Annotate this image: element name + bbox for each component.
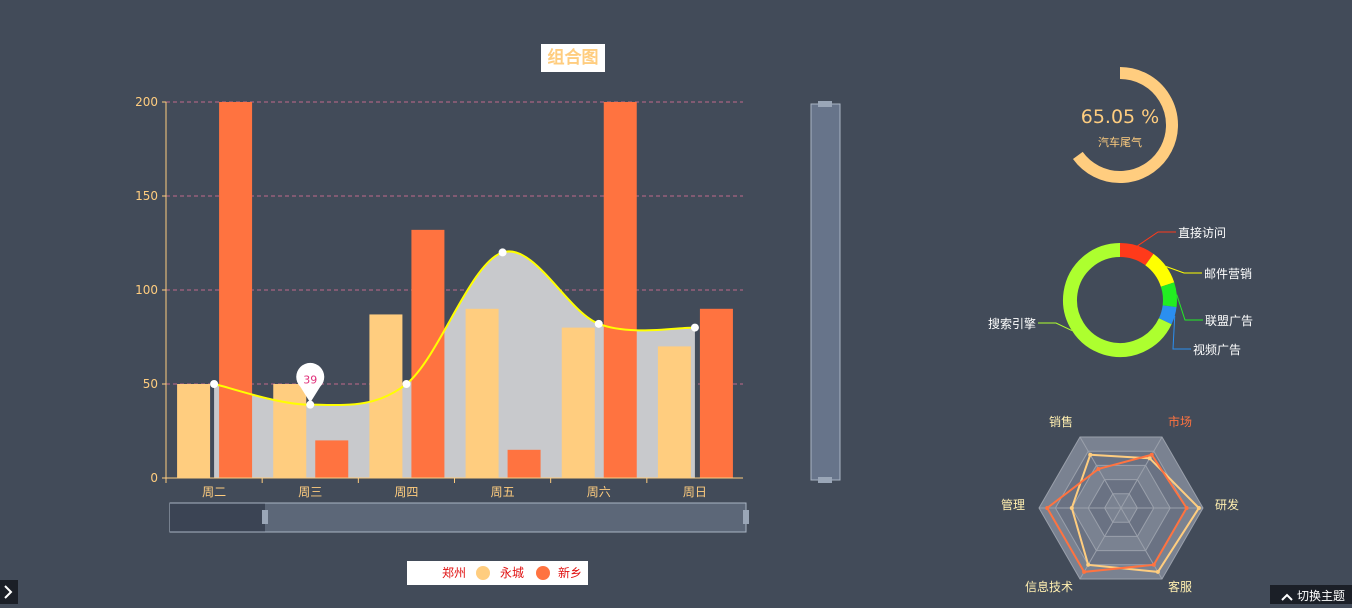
radar-point [1151, 562, 1156, 567]
radar-point [1096, 466, 1101, 471]
radar-axis [1079, 507, 1122, 580]
x-zoom-handle-left[interactable] [262, 510, 268, 524]
donut-label: 联盟广告 [1205, 314, 1253, 328]
line-point [210, 380, 219, 388]
donut-leader [1137, 231, 1176, 247]
gauge-arc [1072, 67, 1178, 183]
radar-point [1069, 506, 1074, 510]
legend-dot-yongcheng[interactable] [476, 566, 490, 580]
donut-slice [1160, 282, 1177, 308]
bar-xinxiang [315, 440, 349, 478]
line-point [690, 323, 699, 332]
radar-point [1184, 506, 1189, 510]
radar-point [1088, 452, 1093, 457]
y-tick-label: 50 [143, 377, 158, 391]
legend-item-zhengzhou[interactable]: 郑州 [442, 566, 467, 580]
chart-title: 组合图 [541, 44, 605, 72]
y-tick-label: 200 [135, 95, 158, 109]
donut-leader [1165, 266, 1202, 274]
y-tick-label: 100 [135, 283, 158, 297]
bar-xinxiang [699, 308, 733, 478]
combo-chart: 0 50 100 150 200 周二 周三 周四 周五 周六 周日 39 [135, 95, 743, 499]
line-point [498, 248, 507, 257]
bar-xinxiang [603, 102, 637, 478]
radar-axis [1079, 436, 1122, 509]
x-zoom-handle-right[interactable] [743, 510, 749, 524]
legend-dot-xinxiang[interactable] [536, 566, 550, 580]
donut-slice [1063, 243, 1172, 357]
donut-slice [1158, 305, 1177, 325]
radar-axis [1120, 436, 1163, 509]
legend-item-yongcheng[interactable]: 永城 [500, 566, 525, 580]
radar-point [1082, 569, 1087, 574]
line-point [306, 400, 315, 409]
value-marker: 39 [296, 362, 325, 403]
switch-theme-button[interactable]: 切换主题 [1270, 585, 1352, 604]
bar-yongcheng [273, 384, 307, 478]
gauge-value: 65.05 % [1081, 106, 1160, 128]
bar-xinxiang [411, 229, 445, 478]
donut-leader [1176, 294, 1203, 321]
y-zoom-slider[interactable] [810, 101, 841, 483]
y-zoom-handle-top[interactable] [818, 101, 832, 107]
expand-panel-button[interactable] [0, 580, 18, 604]
donut-label: 直接访问 [1178, 225, 1226, 240]
legend: 郑州 永城 新乡 [407, 561, 588, 585]
y-tick-label: 150 [135, 189, 158, 203]
bar-xinxiang [507, 449, 541, 478]
x-zoom-slider[interactable] [169, 502, 749, 533]
donut-leader [1172, 315, 1191, 350]
x-tick-label: 周三 [298, 485, 322, 499]
line-series [210, 248, 699, 409]
donut-slice [1145, 253, 1175, 288]
donut-label: 视频广告 [1193, 342, 1241, 357]
donut-label: 邮件营销 [1204, 267, 1252, 281]
radar-indicator-label: 信息技术 [1025, 579, 1073, 594]
radar-point [1086, 562, 1091, 567]
radar-point [1149, 452, 1154, 457]
x-tick-label: 周五 [491, 485, 515, 499]
switch-theme-label: 切换主题 [1297, 589, 1346, 603]
donut-slice [1119, 243, 1154, 266]
bar-series [177, 102, 733, 478]
marker-pin [296, 362, 325, 403]
y-tick-label: 0 [150, 471, 158, 485]
donut-leader [1038, 322, 1073, 331]
bar-xinxiang [219, 102, 253, 478]
radar-point [1045, 506, 1050, 510]
radar-indicator-label: 销售 [1049, 414, 1073, 429]
radar-point [1147, 456, 1152, 461]
radar-indicator-label: 客服 [1168, 579, 1192, 594]
radar-point [1155, 569, 1160, 574]
bar-yongcheng [177, 384, 211, 478]
donut-label: 搜索引擎 [988, 316, 1036, 331]
x-tick-label: 周二 [202, 485, 226, 499]
bar-yongcheng [657, 346, 691, 478]
bar-yongcheng [465, 308, 499, 478]
radar-indicator-label: 研发 [1215, 497, 1239, 512]
radar-point [1196, 506, 1201, 510]
y-zoom-handle-bottom[interactable] [818, 477, 832, 483]
gauge-chart: 65.05 % 汽车尾气 [1072, 67, 1178, 183]
x-tick-label: 周四 [394, 485, 418, 499]
gauge-label: 汽车尾气 [1098, 135, 1142, 149]
line-point [594, 319, 603, 328]
chevron-up-icon [1281, 593, 1293, 601]
radar-indicator-label: 管理 [1001, 497, 1025, 512]
line-point [402, 380, 411, 388]
legend-item-xinxiang[interactable]: 新乡 [558, 566, 583, 580]
axes: 0 50 100 150 200 周二 周三 周四 周五 周六 周日 [135, 95, 743, 499]
marker-label: 39 [303, 374, 317, 387]
radar-axis [1120, 507, 1163, 580]
x-tick-label: 周六 [587, 485, 611, 499]
radar-indicator-label: 市场 [1168, 414, 1192, 429]
bar-yongcheng [561, 327, 595, 478]
x-tick-label: 周日 [683, 485, 707, 499]
chevron-right-icon [4, 585, 13, 599]
